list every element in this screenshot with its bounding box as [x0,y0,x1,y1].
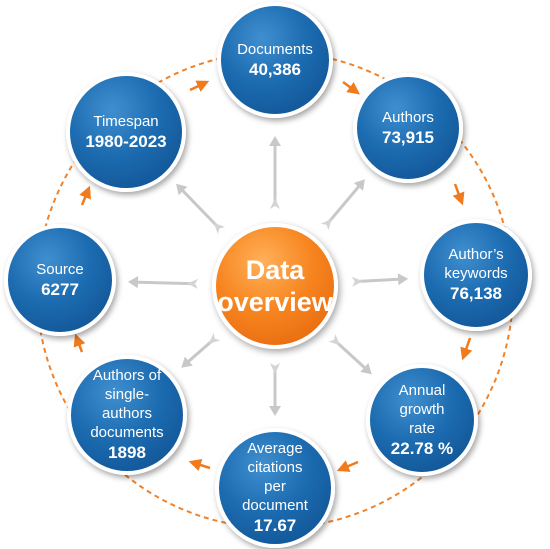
node-annual-growth-rate-label: Annual growth [398,381,446,418]
node-authors-keywords-value: 76,138 [450,284,502,303]
spoke-arrows [127,136,409,416]
orange-arrow-icon [188,459,211,471]
node-authors-keywords-label: Author’s [448,246,504,263]
center-data-overview: Data overview [212,223,338,349]
orange-arrow-icon [79,185,91,206]
node-single-author-documents-value: 1898 [108,443,146,462]
ring-arrows [73,80,473,472]
node-average-citations-value: 17.67 [253,516,297,535]
node-single-author-documents-label: single-authors [101,386,153,422]
node-timespan: Timespan 1980-2023 [66,72,186,192]
node-average-citations-label: Average citations [247,440,303,476]
gray-arrow-icon [269,136,281,209]
node-annual-growth-rate: Annual growth rate 22.78 % [366,364,478,476]
node-authors-label: Authors [382,108,434,126]
orange-arrow-icon [336,460,359,472]
center-title-line2: overview [217,287,333,317]
node-documents: Documents 40,386 [217,2,333,118]
node-annual-growth-rate-label: rate [409,419,435,437]
center-title-line1: Data [245,255,305,285]
node-authors-keywords-label: keywords [444,265,508,282]
node-annual-growth-rate-value: 22.78 % [390,438,454,458]
orange-arrow-icon [452,183,465,206]
gray-arrow-icon [176,183,226,235]
node-source-value: 6277 [41,279,79,299]
gray-arrow-icon [320,179,365,231]
node-average-citations: Average citations per document 17.67 [215,428,335,548]
node-single-author-documents-label: documents [90,424,164,441]
orange-arrow-icon [73,333,86,353]
node-source-label: Source [36,260,84,278]
node-single-author-documents-label: Authors of [92,367,162,384]
orange-arrow-icon [342,80,361,95]
gray-arrow-icon [328,334,372,375]
node-documents-value: 40,386 [249,59,301,79]
node-authors-keywords: Author’s keywords 76,138 [420,219,532,331]
gray-arrow-icon [351,273,409,287]
gray-arrow-icon [127,276,199,289]
node-timespan-label: Timespan [93,112,159,130]
node-average-citations-label: per [264,478,286,495]
gray-arrow-icon [269,363,281,416]
node-documents-label: Documents [237,40,313,58]
node-source: Source 6277 [4,224,116,336]
node-authors: Authors 73,915 [353,73,463,183]
node-timespan-value: 1980-2023 [85,131,167,151]
node-authors-value: 73,915 [382,127,434,147]
orange-arrow-icon [189,80,210,92]
gray-arrow-icon [181,332,221,368]
orange-arrow-icon [460,337,473,361]
node-average-citations-label: document [242,497,308,514]
node-single-author-documents: Authors of single-authors documents 1898 [67,355,187,475]
